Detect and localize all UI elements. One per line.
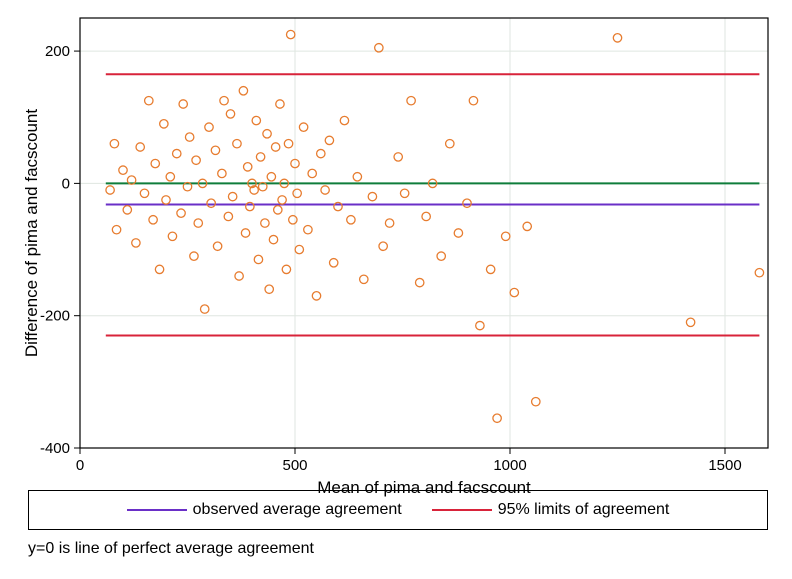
x-tick-label: 0 xyxy=(76,457,84,474)
y-axis-label: Difference of pima and facscount xyxy=(22,18,42,448)
y-tick-label: 0 xyxy=(62,175,70,192)
x-tick-label: 1500 xyxy=(708,457,741,474)
x-tick-label: 1000 xyxy=(493,457,526,474)
y-tick-label: -400 xyxy=(40,440,70,457)
bland-altman-figure: 0 500 1000 1500 -400 -200 0 200 Difference of p… xyxy=(0,0,792,579)
y-tick-label: 200 xyxy=(45,43,70,60)
legend-item: observed average agreement xyxy=(127,501,402,519)
legend-item: 95% limits of agreement xyxy=(432,501,670,519)
legend-swatch xyxy=(127,509,187,511)
x-tick-label: 500 xyxy=(282,457,307,474)
legend: observed average agreement 95% limits of … xyxy=(28,490,768,530)
legend-swatch xyxy=(432,509,492,511)
legend-label: observed average agreement xyxy=(193,501,402,519)
legend-label: 95% limits of agreement xyxy=(498,501,670,519)
footnote: y=0 is line of perfect average agreement xyxy=(28,540,314,558)
y-tick-label: -200 xyxy=(40,308,70,325)
